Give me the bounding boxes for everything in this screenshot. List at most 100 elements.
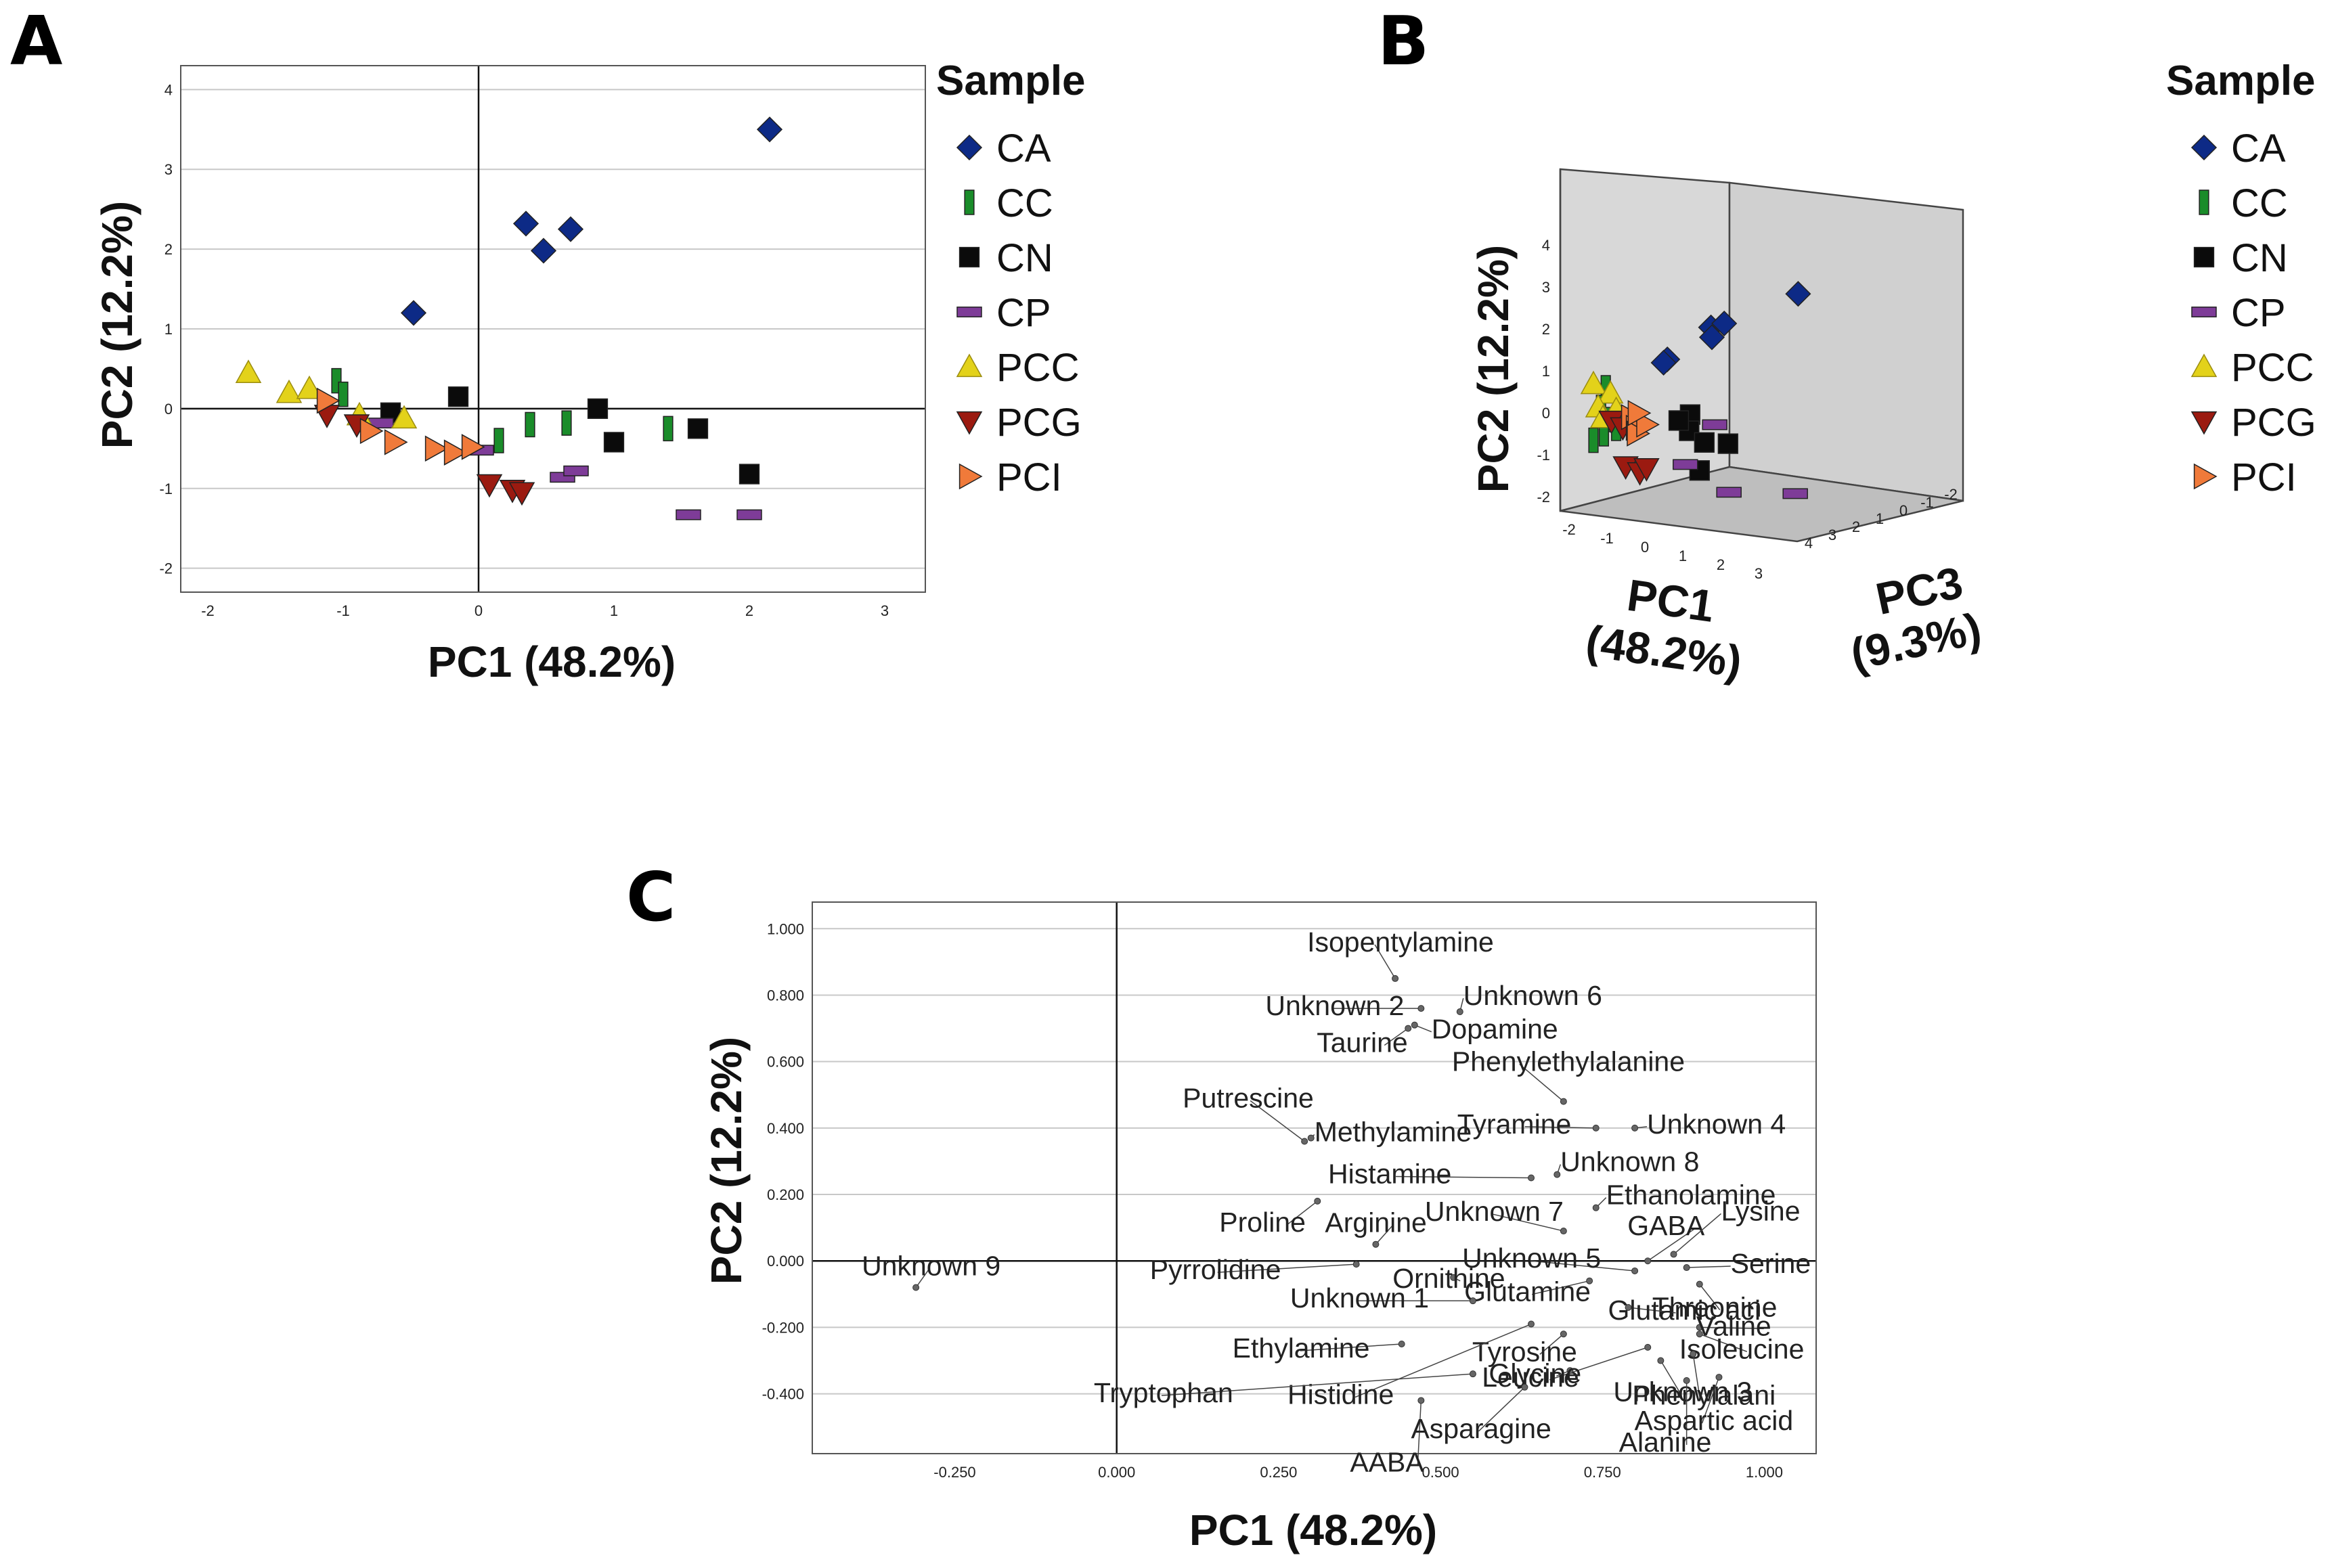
loading-leader-line	[1375, 1225, 1393, 1245]
panel-b-point-ca	[1711, 310, 1738, 337]
loading-point-label: Unknown 4	[1647, 1108, 1786, 1140]
panel-c-plot: -0.400 -0.200 0.000 0.200 0.400 0.600 0.800 1.0…	[702, 901, 1817, 1554]
panel-c-y-tick-label: 0.200	[767, 1186, 804, 1203]
panel-b-legend-label-ca: CA	[2231, 127, 2286, 171]
panel-b-z-tick-label: 2	[1852, 518, 1860, 535]
loading-point	[1696, 1324, 1703, 1331]
loading-point-label: Arginine	[1325, 1207, 1426, 1238]
panel-b-point-cn	[1694, 432, 1715, 453]
loading-point-label: Unknown 9	[862, 1251, 1000, 1282]
panel-a-markers	[235, 116, 783, 520]
panel-b-legend: Sample CA CC CN CP PCC PCG PCI	[2166, 58, 2316, 499]
panel-a-point-cc	[525, 411, 535, 438]
panel-b-x-tick-label: 3	[1755, 565, 1763, 582]
panel-b-point-cp	[1702, 419, 1727, 430]
loading-point	[1417, 1005, 1425, 1012]
loading-point	[1417, 1397, 1425, 1404]
loading-point	[912, 1284, 920, 1291]
panel-a-legend-title: Sample	[936, 58, 1086, 104]
panel-a-point-pcg	[508, 482, 535, 506]
panel-a-legend-label-pci: PCI	[996, 455, 1062, 499]
panel-a-y-tick-label: 4	[164, 81, 173, 98]
panel-c-x-tick-label: 0.250	[1260, 1464, 1297, 1481]
panel-a-point-pci	[443, 439, 468, 466]
loading-point	[1657, 1357, 1665, 1364]
loading-point-label: Unknown 5	[1462, 1242, 1601, 1274]
loading-leader-line	[1673, 1213, 1721, 1255]
panel-b-y-tick-label: -1	[1537, 447, 1550, 464]
panel-b-point-cn	[1668, 410, 1690, 431]
loading-point	[1586, 1277, 1593, 1284]
panel-a-point-pci	[461, 434, 485, 460]
panel-a-legend: Sample CA CC CN CP PCC PCG PCI	[936, 58, 1086, 499]
loading-point	[1560, 1330, 1567, 1338]
loading-point-label: Ethanolamine	[1606, 1180, 1776, 1211]
panel-a-legend-marker-pcc	[956, 353, 983, 378]
panel-a-point-pci	[359, 418, 384, 445]
panel-a-point-pcc	[235, 359, 262, 383]
panel-c-y-tick-label: 0.400	[767, 1120, 804, 1137]
loading-point-label: AABA	[1350, 1446, 1424, 1477]
loading-leader-line	[1524, 1126, 1596, 1129]
panel-b-point-pcg	[1633, 458, 1660, 482]
loading-point	[1392, 975, 1399, 982]
loading-point-label: Unknown 2	[1265, 990, 1404, 1021]
loading-point	[1411, 1021, 1418, 1029]
loading-leader-line	[1701, 1376, 1720, 1424]
panel-b-side-wall	[1728, 181, 1964, 502]
panel-b-y-tick-label: 4	[1542, 237, 1550, 254]
loading-point-label: Serine	[1731, 1248, 1811, 1279]
panel-a-y-tick-label: 1	[164, 321, 173, 338]
loading-point-label: Tyramine	[1457, 1108, 1572, 1140]
panel-a-x-axis-title: PC1 (48.2%)	[428, 637, 676, 686]
loading-point-label: Lysine	[1721, 1195, 1801, 1226]
panel-b-markers	[1580, 281, 1811, 499]
panel-a-x-tick-label: 3	[881, 602, 889, 619]
panel-b-z-tick-label: -2	[1944, 486, 1958, 503]
loading-point-label: Isopentylamine	[1307, 926, 1494, 958]
panel-b-legend-label-cp: CP	[2231, 291, 2286, 335]
panel-b-point-pci	[1636, 411, 1660, 438]
panel-b-z-tick-label: 1	[1876, 510, 1884, 527]
loading-point	[1644, 1343, 1652, 1351]
panel-c-x-tick-label: -0.250	[933, 1464, 975, 1481]
loading-point-label: Threonine	[1652, 1292, 1778, 1323]
loading-point-label: GABA	[1627, 1210, 1705, 1241]
panel-a-legend-marker-cp	[956, 307, 982, 317]
loading-point-label: Histamine	[1328, 1159, 1451, 1190]
panel-a-legend-label-ca: CA	[996, 127, 1051, 171]
panel-a-plot: -2 -1 0 1 2 3 4 -2 -1 0 1 2 3 PC1 (48.2%) PC2 (12.2%…	[93, 65, 926, 686]
loading-point	[1307, 1134, 1315, 1142]
loading-point-label: Methylamine	[1315, 1117, 1472, 1148]
panel-b-legend-marker-pcg	[2190, 411, 2218, 435]
loading-leader-line	[1492, 1213, 1564, 1232]
loading-point	[1398, 1340, 1405, 1347]
panel-b-point-ca	[1785, 281, 1811, 307]
panel-a-point-cn	[587, 398, 609, 420]
panel-a-plot-frame	[180, 65, 926, 593]
panel-b-y-tick-label: 3	[1542, 279, 1550, 296]
panel-c-x-axis-title: PC1 (48.2%)	[1189, 1506, 1437, 1554]
loading-leader-line	[1217, 1263, 1357, 1273]
loading-point-label: Tryptophan	[1094, 1377, 1233, 1408]
panel-b-y-tick-label: 1	[1542, 363, 1550, 380]
panel-a-point-pcg	[476, 474, 503, 498]
panel-label-b: B	[1378, 1, 1429, 81]
loading-point-label: Glutamine	[1464, 1276, 1591, 1307]
loading-point	[1528, 1320, 1535, 1328]
panel-b-point-pci	[1627, 400, 1652, 426]
loading-leader-line	[1699, 1284, 1721, 1311]
panel-a-gridlines	[181, 66, 925, 592]
loading-point	[1405, 1025, 1412, 1032]
loading-point-label: Leucine	[1482, 1362, 1579, 1393]
panel-c-loading-points: Isopentylamine Unknown 6 Unknown 2 Dopamine…	[862, 926, 1811, 1478]
panel-a-point-cn	[447, 386, 469, 407]
panel-b-floor	[1560, 466, 1964, 543]
loading-point	[1314, 1197, 1321, 1205]
panel-b-legend-marker-cc	[2199, 189, 2209, 215]
loading-leader-line	[1686, 1265, 1731, 1268]
panel-a-point-cn	[603, 432, 625, 453]
